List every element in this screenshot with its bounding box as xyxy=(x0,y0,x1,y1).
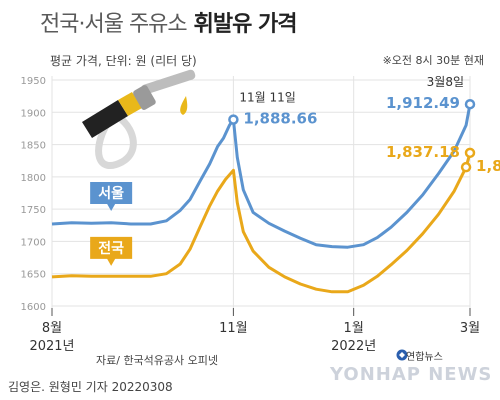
annotations: 1,888.66 11월 11일 1,810.16 1,912.49 3월8일 1,837… xyxy=(228,75,500,175)
data-point-marker xyxy=(464,98,476,110)
series-line-0 xyxy=(51,103,472,249)
data-value-label: 1,912.49 xyxy=(386,94,460,112)
series-line-1 xyxy=(51,152,472,294)
y-tick-label: 1950 xyxy=(21,76,46,87)
series-tag-box xyxy=(90,182,133,211)
watermark: YONHAP NEWS xyxy=(330,364,493,385)
x-tick-label: 1월 xyxy=(344,321,364,336)
data-date-label: 11월 11일 xyxy=(239,91,295,105)
chart-title: 전국·서울 주유소 휘발유 가격 xyxy=(40,6,298,38)
data-value-label: 1,810.16 xyxy=(476,157,500,175)
data-value-label: 1,888.66 xyxy=(243,110,317,128)
y-tick-label: 1700 xyxy=(21,237,46,248)
x-tick-label: 8월 xyxy=(42,321,62,336)
y-tick-label: 1750 xyxy=(21,205,46,216)
credit-date: 20220308 xyxy=(111,380,173,394)
series-tag-label: 서울 xyxy=(98,185,124,202)
y-tick-label: 1800 xyxy=(21,173,46,184)
grid-lines xyxy=(52,79,470,307)
series-tag-box xyxy=(90,236,133,266)
y-tick-label: 1650 xyxy=(21,270,46,281)
data-point-marker xyxy=(460,161,472,173)
credit-line: 김영은. 원형민 기자 20220308 xyxy=(8,378,173,395)
data-date-label: 3월8일 xyxy=(427,75,464,89)
yonhap-logo-icon xyxy=(396,349,408,361)
title-main: 전국·서울 주유소 xyxy=(40,12,188,37)
y-tick-label: 1850 xyxy=(21,141,46,152)
series-tag-label: 전국 xyxy=(98,240,124,257)
y-tick-label: 1900 xyxy=(21,108,46,119)
data-point-marker xyxy=(228,114,239,125)
y-tick-label: 1600 xyxy=(21,302,46,313)
source-note: 자료/ 한국석유공사 오피넷 xyxy=(96,354,219,367)
x-tick-sublabel: 2021년 xyxy=(29,339,74,354)
time-note: ※오전 8시 30분 현재 xyxy=(382,54,484,67)
credit-reporters: 김영은. 원형민 기자 xyxy=(8,380,108,394)
data-value-label: 1,837.18 xyxy=(386,143,460,161)
publisher-logo: 연합뉴스 xyxy=(406,352,443,363)
title-emphasis: 휘발유 가격 xyxy=(193,12,298,37)
series-lines xyxy=(51,103,472,294)
fuel-nozzle-icon xyxy=(82,69,196,170)
chart-subtitle: 평균 가격, 단위: 원 (리터 당) xyxy=(50,54,197,68)
x-tick-label: 3월 xyxy=(460,321,480,336)
x-tick-sublabel: 2022년 xyxy=(331,339,376,354)
x-tick-label: 11월 xyxy=(219,321,248,336)
data-point-marker xyxy=(464,147,476,159)
y-axis-ticks: 1600 1650 1700 1750 1800 1850 1900 1950 xyxy=(21,76,46,313)
